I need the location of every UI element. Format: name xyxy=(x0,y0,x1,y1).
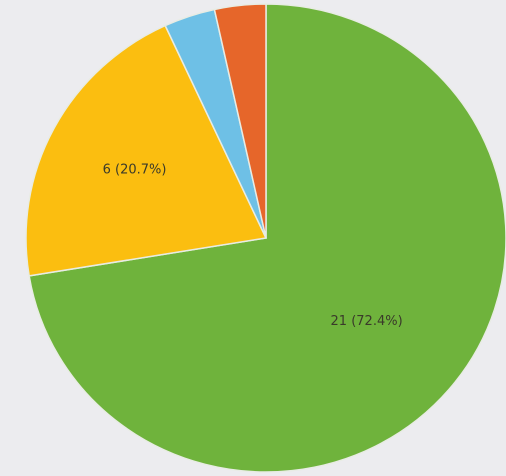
pie-slice-0 xyxy=(28,3,506,473)
pie-slice-3 xyxy=(213,3,267,239)
pie-slice-label-1: 6 (20.7%) xyxy=(103,163,167,178)
pie-slices xyxy=(25,3,506,473)
pie-labels: 21 (72.4%) 6 (20.7%) xyxy=(103,163,403,329)
pie-slice-label-0: 21 (72.4%) xyxy=(331,314,403,329)
pie-slice-1 xyxy=(25,24,268,277)
